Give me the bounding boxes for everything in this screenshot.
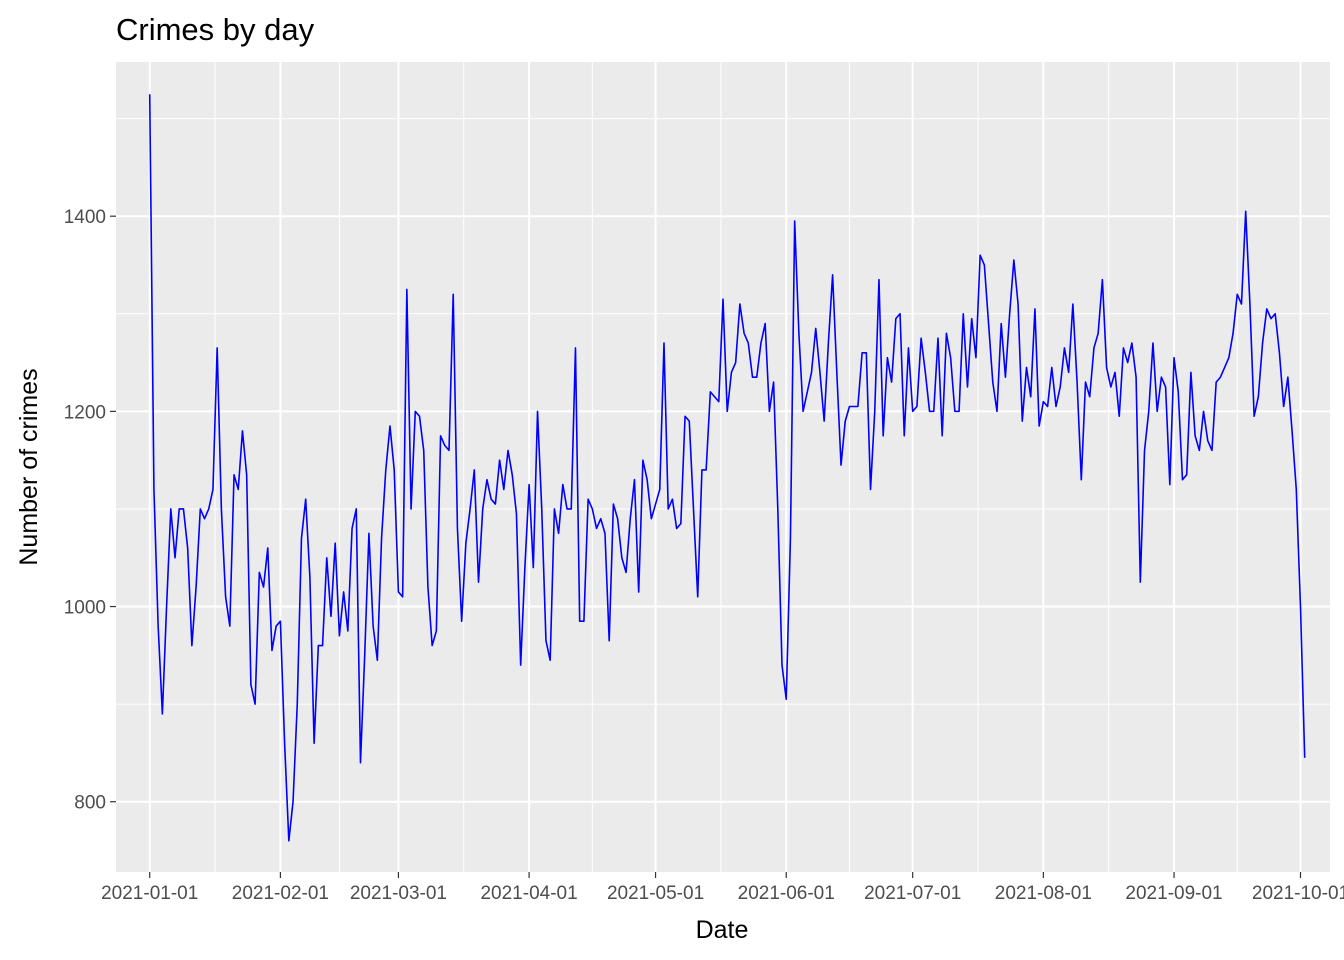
y-tick-label: 1200 [64, 402, 106, 423]
plot-panel [116, 62, 1330, 872]
x-tick-label: 2021-05-01 [607, 883, 704, 904]
x-tick-label: 2021-08-01 [995, 883, 1092, 904]
y-axis-tick-labels: 800 1000 1200 1400 [64, 207, 106, 814]
x-tick-label: 2021-09-01 [1125, 883, 1222, 904]
x-tick-label: 2021-03-01 [350, 883, 447, 904]
y-tick-label: 1400 [64, 207, 106, 228]
y-tick-label: 1000 [64, 598, 106, 619]
x-axis-tick-labels: 2021-01-01 2021-02-01 2021-03-01 2021-04-01… [101, 883, 1344, 904]
chart-title: Crimes by day [116, 12, 315, 47]
x-tick-label: 2021-02-01 [232, 883, 329, 904]
axis-ticks [110, 215, 1302, 878]
y-tick-label: 800 [74, 793, 106, 814]
x-tick-label: 2021-07-01 [864, 883, 961, 904]
x-tick-label: 2021-06-01 [738, 883, 835, 904]
x-tick-label: 2021-10-01 [1252, 883, 1344, 904]
x-axis-title: Date [696, 916, 749, 944]
grid-minor [116, 62, 1330, 872]
x-tick-label: 2021-01-01 [101, 883, 198, 904]
y-axis-title: Number of crimes [15, 368, 43, 565]
series-line [148, 94, 1306, 842]
grid-major [116, 62, 1330, 872]
x-tick-label: 2021-04-01 [480, 883, 577, 904]
